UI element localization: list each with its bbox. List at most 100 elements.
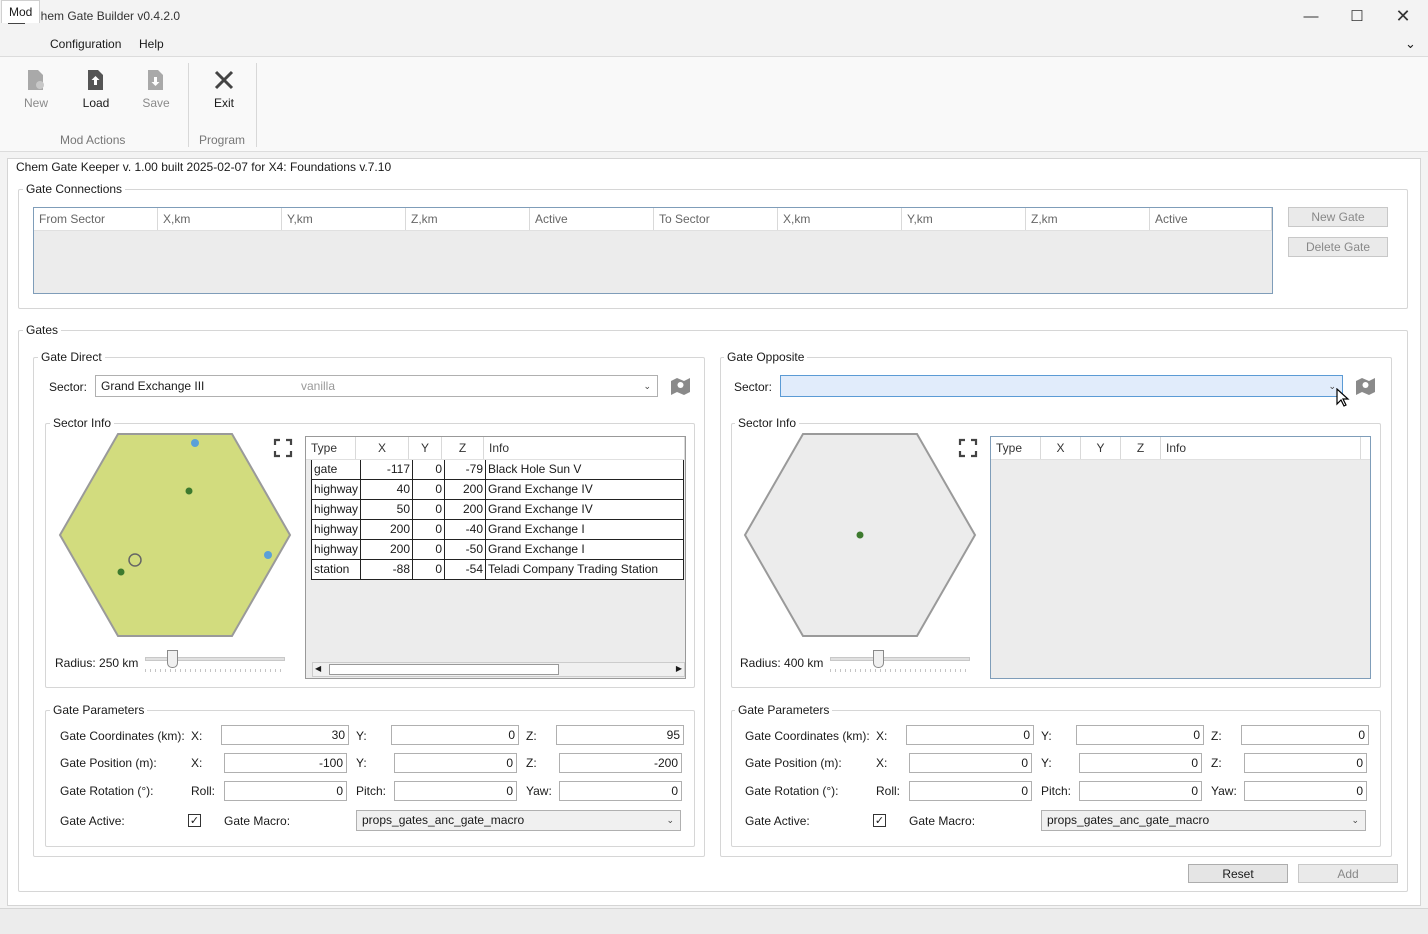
col-x[interactable]: X (356, 437, 409, 459)
table-row[interactable]: highway 200 0 -40 Grand Exchange I (312, 520, 684, 540)
opposite-macro-select[interactable]: props_gates_anc_gate_macro ⌄ (1041, 810, 1366, 831)
scroll-right-icon[interactable]: ▶ (675, 664, 682, 673)
direct-roll-input[interactable]: 0 (224, 781, 347, 801)
opposite-sector-map-icon[interactable] (1355, 377, 1376, 396)
maximize-icon[interactable]: ☐ (1350, 8, 1364, 25)
table-cell: 0 (413, 520, 445, 539)
col-from-y[interactable]: Y,km (282, 208, 406, 230)
menu-help[interactable]: Help (139, 37, 164, 51)
direct-expand-map-icon[interactable] (273, 438, 293, 458)
save-button[interactable]: Save (130, 67, 182, 117)
col-x[interactable]: X (1041, 437, 1081, 459)
scrollbar-thumb[interactable] (329, 664, 559, 675)
col-to-z[interactable]: Z,km (1026, 208, 1150, 230)
gate-marker (117, 568, 125, 576)
reset-button[interactable]: Reset (1188, 864, 1288, 883)
slider-track (830, 657, 970, 661)
opposite-coords-x-input[interactable]: 0 (906, 725, 1034, 745)
gate-connections-grid[interactable]: From Sector X,km Y,km Z,km Active To Sec… (33, 207, 1273, 294)
table-cell: Grand Exchange IV (486, 480, 684, 499)
col-info[interactable]: Info (1161, 437, 1361, 459)
opposite-pos-z-input[interactable]: 0 (1244, 753, 1367, 773)
opposite-sector-select[interactable]: ⌄ (780, 375, 1343, 397)
direct-objects-table[interactable]: Type X Y Z Info gate -117 0 -79 Black Hole S… (305, 436, 686, 679)
direct-coords-y-input[interactable]: 0 (391, 725, 519, 745)
opposite-roll-input[interactable]: 0 (909, 781, 1032, 801)
slider-thumb[interactable] (167, 650, 178, 668)
ribbon: New Load Save Mod Actions Exit Program (0, 56, 1428, 152)
opposite-pos-x-input[interactable]: 0 (909, 753, 1032, 773)
new-button[interactable]: New (10, 67, 62, 117)
ribbon-collapse-chevron-icon[interactable]: ⌄ (1405, 36, 1416, 51)
opposite-expand-map-icon[interactable] (958, 438, 978, 458)
opposite-coords-z-input[interactable]: 0 (1241, 725, 1369, 745)
direct-macro-select[interactable]: props_gates_anc_gate_macro ⌄ (356, 810, 681, 831)
col-info[interactable]: Info (484, 437, 685, 459)
col-from-z[interactable]: Z,km (406, 208, 530, 230)
col-z[interactable]: Z (442, 437, 484, 459)
chevron-down-icon: ⌄ (1328, 381, 1336, 391)
menu-configuration[interactable]: Configuration (50, 37, 122, 51)
direct-pos-z-input[interactable]: -200 (559, 753, 682, 773)
col-y[interactable]: Y (409, 437, 442, 459)
table-row[interactable]: station -88 0 -54 Teladi Company Trading Sta… (312, 560, 684, 580)
gate-marker (185, 487, 193, 495)
gates-title: Gates (23, 323, 62, 337)
opposite-coords-y-input[interactable]: 0 (1076, 725, 1204, 745)
opposite-active-checkbox[interactable]: ✓ (873, 814, 886, 827)
col-to-y[interactable]: Y,km (902, 208, 1026, 230)
direct-horizontal-scrollbar[interactable]: ◀ ▶ (312, 662, 685, 677)
col-to-sector[interactable]: To Sector (654, 208, 778, 230)
scroll-left-icon[interactable]: ◀ (315, 664, 322, 673)
table-cell: 200 (361, 540, 413, 559)
load-button[interactable]: Load (70, 67, 122, 117)
table-cell: -40 (445, 520, 486, 539)
opposite-gate-params-title: Gate Parameters (735, 703, 833, 717)
gate-opposite-title: Gate Opposite (724, 350, 808, 364)
direct-yaw-input[interactable]: 0 (559, 781, 682, 801)
col-from-x[interactable]: X,km (158, 208, 282, 230)
col-to-x[interactable]: X,km (778, 208, 902, 230)
direct-coords-z-input[interactable]: 95 (556, 725, 684, 745)
gate-connections-header: From Sector X,km Y,km Z,km Active To Sec… (34, 208, 1272, 231)
opposite-yaw-input[interactable]: 0 (1244, 781, 1367, 801)
opposite-objects-table[interactable]: Type X Y Z Info (990, 436, 1371, 679)
new-gate-button[interactable]: New Gate (1288, 207, 1388, 227)
delete-gate-button[interactable]: Delete Gate (1288, 237, 1388, 257)
col-z[interactable]: Z (1121, 437, 1161, 459)
col-type[interactable]: Type (306, 437, 356, 459)
table-row[interactable]: highway 40 0 200 Grand Exchange IV (312, 480, 684, 500)
table-row[interactable]: gate -117 0 -79 Black Hole Sun V (312, 460, 684, 480)
opposite-sector-hex-map[interactable] (741, 432, 979, 638)
table-row[interactable]: highway 50 0 200 Grand Exchange IV (312, 500, 684, 520)
direct-pitch-input[interactable]: 0 (394, 781, 517, 801)
add-button[interactable]: Add (1298, 864, 1398, 883)
minimize-icon[interactable]: — (1303, 7, 1319, 25)
slider-thumb[interactable] (873, 650, 884, 668)
gates-group (18, 330, 1408, 892)
table-cell: highway (312, 540, 361, 559)
direct-pos-x-input[interactable]: -100 (224, 753, 347, 773)
direct-coords-z-label: Z: (526, 729, 537, 743)
direct-sector-map-icon[interactable] (670, 377, 691, 396)
direct-pos-y-input[interactable]: 0 (394, 753, 517, 773)
col-type[interactable]: Type (991, 437, 1041, 459)
table-row[interactable]: highway 200 0 -50 Grand Exchange I (312, 540, 684, 560)
close-icon[interactable]: ✕ (1395, 5, 1411, 26)
direct-active-checkbox[interactable]: ✓ (188, 814, 201, 827)
opposite-pos-y-input[interactable]: 0 (1079, 753, 1202, 773)
direct-coords-x-input[interactable]: 30 (221, 725, 349, 745)
opposite-radius-slider[interactable] (830, 650, 970, 674)
table-cell: 0 (413, 460, 445, 479)
direct-sector-hex-map[interactable] (56, 432, 294, 638)
direct-sector-select[interactable]: Grand Exchange III vanilla ⌄ (95, 375, 658, 397)
exit-button[interactable]: Exit (198, 67, 250, 117)
col-from-active[interactable]: Active (530, 208, 654, 230)
opposite-pitch-input[interactable]: 0 (1079, 781, 1202, 801)
col-from-sector[interactable]: From Sector (34, 208, 158, 230)
col-y[interactable]: Y (1081, 437, 1121, 459)
col-to-active[interactable]: Active (1150, 208, 1272, 230)
direct-radius-slider[interactable] (145, 650, 285, 674)
menu-mod[interactable]: Mod (1, 0, 41, 23)
opposite-macro-label: Gate Macro: (909, 814, 976, 828)
